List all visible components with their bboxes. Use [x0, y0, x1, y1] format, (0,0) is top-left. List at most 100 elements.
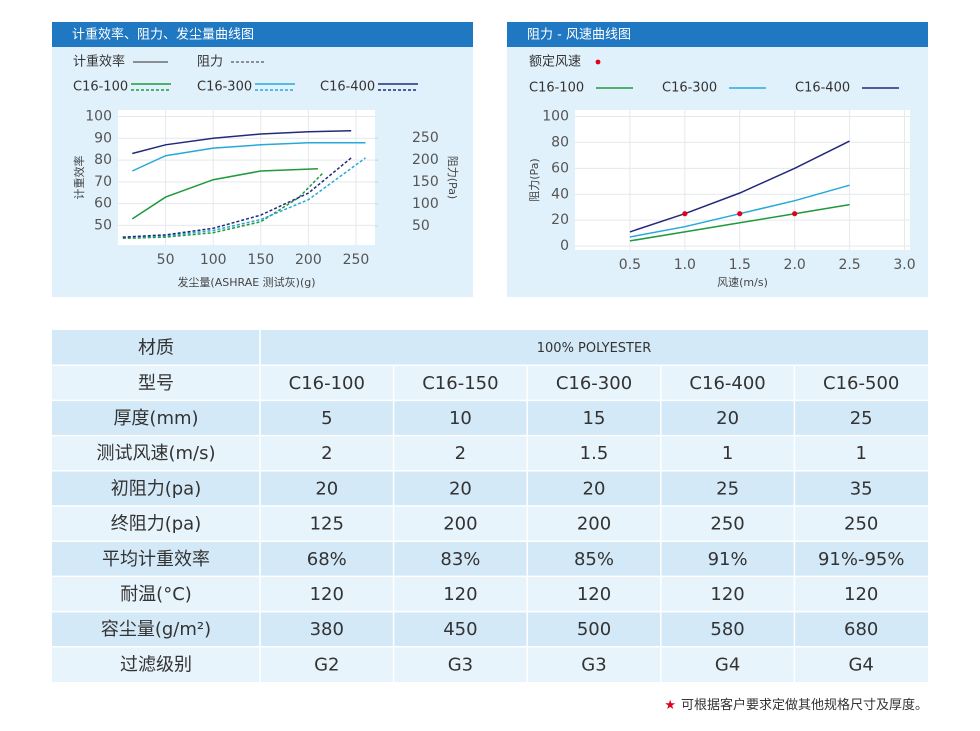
table-cell: 5 — [321, 408, 332, 429]
table-cell: 120 — [577, 584, 611, 605]
legend-label: 额定风速 — [529, 55, 581, 70]
y-tick-label: 100 — [542, 108, 569, 124]
table-cell: 91%-95% — [818, 549, 905, 570]
y-tick-label: 80 — [94, 152, 112, 168]
x-tick-label: 100 — [200, 252, 227, 268]
table-cell: 85% — [574, 549, 614, 570]
table-cell: 耐温(°C) — [120, 584, 192, 605]
y2-tick-label: 200 — [412, 152, 439, 168]
table-cell: 1 — [855, 443, 866, 464]
table-cell: 450 — [443, 619, 477, 640]
table-cell: 2 — [321, 443, 332, 464]
y-tick-label: 60 — [94, 196, 112, 212]
table-cell: 120 — [710, 584, 744, 605]
y-tick-label: 80 — [551, 134, 569, 150]
table-cell: 120 — [443, 584, 477, 605]
y-tick-label: 70 — [94, 174, 112, 190]
table-row — [52, 400, 928, 436]
table-cell: 平均计重效率 — [102, 549, 210, 570]
table-row — [52, 330, 928, 366]
table-row — [52, 435, 928, 471]
table-cell: 83% — [440, 549, 480, 570]
table-cell: 1 — [722, 443, 733, 464]
y2-tick-label: 150 — [412, 174, 439, 190]
table-cell: 1.5 — [580, 443, 609, 464]
series-line — [122, 157, 352, 238]
table-cell: 终阻力(pa) — [111, 514, 202, 535]
table-cell: 测试风速(m/s) — [96, 443, 215, 464]
rated-point — [792, 211, 798, 217]
rated-point — [682, 211, 688, 217]
table-cell: 580 — [710, 619, 744, 640]
table-row — [52, 576, 928, 612]
table-cell: 91% — [708, 549, 748, 570]
legend-label: C16-300 — [197, 80, 252, 95]
y2-tick-label: 250 — [412, 130, 439, 146]
table-cell: 120 — [310, 584, 344, 605]
legend-label: C16-400 — [320, 80, 375, 95]
series-line — [122, 157, 366, 239]
table-cell: 15 — [583, 408, 606, 429]
table-cell: 25 — [716, 478, 739, 499]
legend-label: C16-300 — [662, 81, 717, 96]
table-cell: 125 — [310, 514, 344, 535]
x-tick-label: 250 — [343, 252, 370, 268]
plot-area — [575, 110, 910, 250]
table-cell: 20 — [716, 408, 739, 429]
table-cell: C16-150 — [422, 373, 498, 394]
table-cell: 20 — [583, 478, 606, 499]
y-tick-label: 60 — [551, 160, 569, 176]
table-row — [52, 611, 928, 647]
table-cell: 过滤级别 — [120, 654, 192, 675]
table-cell: 680 — [844, 619, 878, 640]
table-cell: 初阻力(pa) — [111, 478, 202, 499]
table-cell: 500 — [577, 619, 611, 640]
footnote-mark: ★ — [664, 698, 676, 713]
x-tick-label: 2.5 — [838, 257, 860, 273]
y-tick-label: 90 — [94, 130, 112, 146]
table-row — [52, 365, 928, 401]
plot-area — [118, 110, 375, 245]
legend-label: 阻力 — [197, 55, 223, 70]
y-tick-label: 50 — [94, 217, 112, 233]
table-cell: 20 — [315, 478, 338, 499]
table-cell: 容尘量(g/m²) — [101, 619, 211, 640]
y-tick-label: 0 — [560, 238, 569, 254]
y2-tick-label: 50 — [412, 218, 430, 234]
table-cell: 25 — [850, 408, 873, 429]
series-line — [131, 141, 366, 172]
x-tick-label: 1.5 — [729, 257, 751, 273]
table-row — [52, 506, 928, 542]
table-cell: C16-400 — [689, 373, 765, 394]
legend-label: C16-100 — [529, 81, 584, 96]
chart-title: 阻力 - 风速曲线图 — [527, 28, 631, 43]
table-cell: 100% POLYESTER — [537, 341, 651, 356]
table-cell: 200 — [443, 514, 477, 535]
legend-label: 计重效率 — [73, 54, 125, 70]
x-axis-label: 发尘量(ASHRAE 测试灰)(g) — [177, 275, 315, 289]
series-line — [131, 168, 318, 220]
table-cell: 380 — [310, 619, 344, 640]
x-tick-label: 200 — [295, 252, 322, 268]
series-line — [122, 172, 324, 240]
rated-point — [737, 211, 743, 217]
series-line — [629, 140, 850, 233]
y-tick-label: 40 — [551, 186, 569, 202]
table-cell: 型号 — [138, 373, 174, 394]
table-cell: 68% — [307, 549, 347, 570]
table-row — [52, 646, 928, 682]
series-line — [132, 129, 352, 155]
x-tick-label: 0.5 — [619, 257, 641, 273]
x-tick-label: 1.0 — [674, 257, 696, 273]
legend-label: C16-400 — [795, 81, 850, 96]
legend-label: C16-100 — [73, 80, 128, 95]
table-cell: 材质 — [138, 338, 174, 359]
y2-axis-label: 阻力(Pa) — [446, 156, 459, 199]
footnote: ★ 可根据客户要求定做其他规格尺寸及厚度。 — [664, 697, 928, 713]
table-cell: 35 — [850, 478, 873, 499]
series-line — [629, 203, 850, 242]
x-axis-label: 风速(m/s) — [717, 276, 768, 289]
table-cell: C16-500 — [823, 373, 899, 394]
table-cell: 20 — [449, 478, 472, 499]
table-cell: G3 — [448, 654, 473, 675]
